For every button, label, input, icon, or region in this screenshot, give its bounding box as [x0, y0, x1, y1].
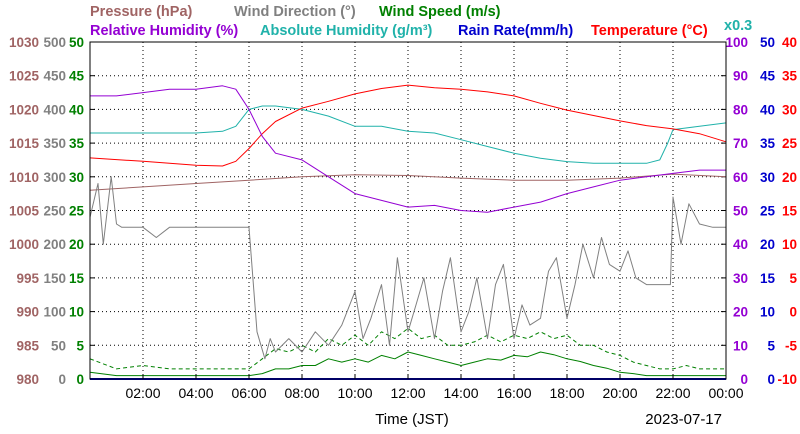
x-tick-label: 16:00 [496, 385, 531, 401]
y-tick-label: 0 [740, 372, 748, 387]
y-tick-label: 1030 [9, 35, 39, 50]
y-tick-label: 985 [16, 338, 39, 353]
y-tick-label: 995 [16, 271, 39, 286]
y-tick-label: 35 [69, 136, 85, 151]
x-tick-label: 22:00 [655, 385, 690, 401]
y-tick-label: 250 [43, 204, 66, 219]
y-tick-label: 40 [760, 102, 775, 117]
x-axis: 02:00 04:00 06:00 08:00 10:00 12:00 14:00 16:00… [125, 374, 744, 401]
y-tick-label: 450 [43, 69, 66, 84]
y-tick-label: -10 [777, 372, 797, 387]
series-line [89, 84, 727, 167]
y-tick-label: 20 [760, 237, 775, 252]
y-tick-label: 60 [733, 170, 748, 185]
x-tick-label: 04:00 [178, 385, 213, 401]
y-tick-label: 0 [767, 372, 775, 387]
y-tick-label: 1020 [9, 102, 39, 117]
y-tick-label: 15 [760, 271, 776, 286]
legend-item: Relative Humidity (%) [90, 23, 238, 39]
y-tick-label: 20 [733, 305, 748, 320]
y-tick-label: 35 [782, 69, 798, 84]
y-tick-label: 10 [782, 237, 797, 252]
series-line [90, 85, 726, 213]
chart-legend: Pressure (hPa) Wind Direction (°) Wind Spe… [90, 4, 752, 39]
y-tick-label: 980 [16, 372, 39, 387]
x-tick-label: 20:00 [602, 385, 637, 401]
y-tick-label: -5 [785, 338, 797, 353]
y-tick-label: 100 [43, 305, 66, 320]
y-tick-label: 20 [69, 237, 84, 252]
y-tick-label: 40 [69, 102, 84, 117]
legend-item: Absolute Humidity (g/m³) [260, 23, 433, 39]
y-tick-label: 1025 [9, 69, 40, 84]
y-tick-label: 350 [43, 136, 66, 151]
legend-item: Rain Rate(mm/h) [458, 23, 573, 39]
series-line [90, 105, 727, 164]
y-tick-label: 500 [43, 35, 66, 50]
y-tick-label: 5 [789, 271, 797, 286]
y-tick-label: 200 [43, 237, 66, 252]
y-tick-label: 50 [69, 35, 84, 50]
y-tick-label: 45 [69, 69, 85, 84]
x-tick-label: 10:00 [337, 385, 372, 401]
scale-note: x0.3 [724, 18, 752, 34]
y-tick-label: 400 [43, 102, 66, 117]
y-tick-label: 10 [760, 305, 775, 320]
y-tick-label: 1010 [9, 170, 39, 185]
y-tick-label: 15 [69, 271, 85, 286]
legend-item: Pressure (hPa) [90, 4, 193, 20]
y-tick-label: 300 [43, 170, 66, 185]
y-tick-label: 1015 [9, 136, 40, 151]
y-tick-label: 5 [767, 338, 775, 353]
y-tick-label: 30 [760, 170, 775, 185]
x-tick-label: 08:00 [284, 385, 319, 401]
x-tick-label: 12:00 [390, 385, 425, 401]
y-axes: 9809859909951000100510101015102010251030… [9, 35, 798, 387]
y-tick-label: 0 [789, 305, 797, 320]
y-tick-label: 30 [733, 271, 748, 286]
x-tick-label: 18:00 [549, 385, 584, 401]
y-tick-label: 45 [760, 69, 776, 84]
y-tick-label: 5 [76, 338, 84, 353]
y-tick-label: 100 [725, 35, 748, 50]
y-tick-label: 25 [760, 204, 776, 219]
y-tick-label: 1000 [9, 237, 39, 252]
y-tick-label: 80 [733, 102, 748, 117]
x-tick-label: 00:00 [708, 385, 743, 401]
series-line [89, 327, 726, 370]
y-tick-label: 10 [69, 305, 84, 320]
legend-item: Wind Direction (°) [234, 4, 356, 20]
y-tick-label: 70 [733, 136, 748, 151]
x-tick-label: 02:00 [125, 385, 160, 401]
y-tick-label: 10 [733, 338, 748, 353]
y-tick-label: 0 [76, 372, 84, 387]
y-tick-label: 30 [69, 170, 84, 185]
y-tick-label: 50 [733, 204, 748, 219]
y-tick-label: 50 [51, 338, 66, 353]
x-tick-label: 06:00 [231, 385, 266, 401]
series-line [89, 173, 727, 191]
y-tick-label: 150 [43, 271, 66, 286]
y-tick-label: 0 [58, 372, 66, 387]
series-line [89, 176, 726, 360]
y-tick-label: 35 [760, 136, 776, 151]
x-tick-label: 14:00 [443, 385, 478, 401]
y-tick-label: 30 [782, 102, 797, 117]
y-tick-label: 25 [69, 204, 85, 219]
y-tick-label: 40 [733, 237, 748, 252]
series-line [89, 351, 726, 377]
y-tick-label: 25 [782, 136, 798, 151]
y-tick-label: 40 [782, 35, 797, 50]
y-tick-label: 50 [760, 35, 775, 50]
y-tick-label: 90 [733, 69, 748, 84]
chart-date: 2023-07-17 [645, 411, 722, 428]
y-tick-label: 990 [16, 305, 39, 320]
y-tick-label: 15 [782, 204, 798, 219]
x-axis-title: Time (JST) [375, 411, 449, 428]
legend-item: Wind Speed (m/s) [379, 4, 501, 20]
legend-item: Temperature (°C) [591, 23, 708, 39]
y-tick-label: 20 [782, 170, 797, 185]
y-tick-label: 1005 [9, 204, 40, 219]
